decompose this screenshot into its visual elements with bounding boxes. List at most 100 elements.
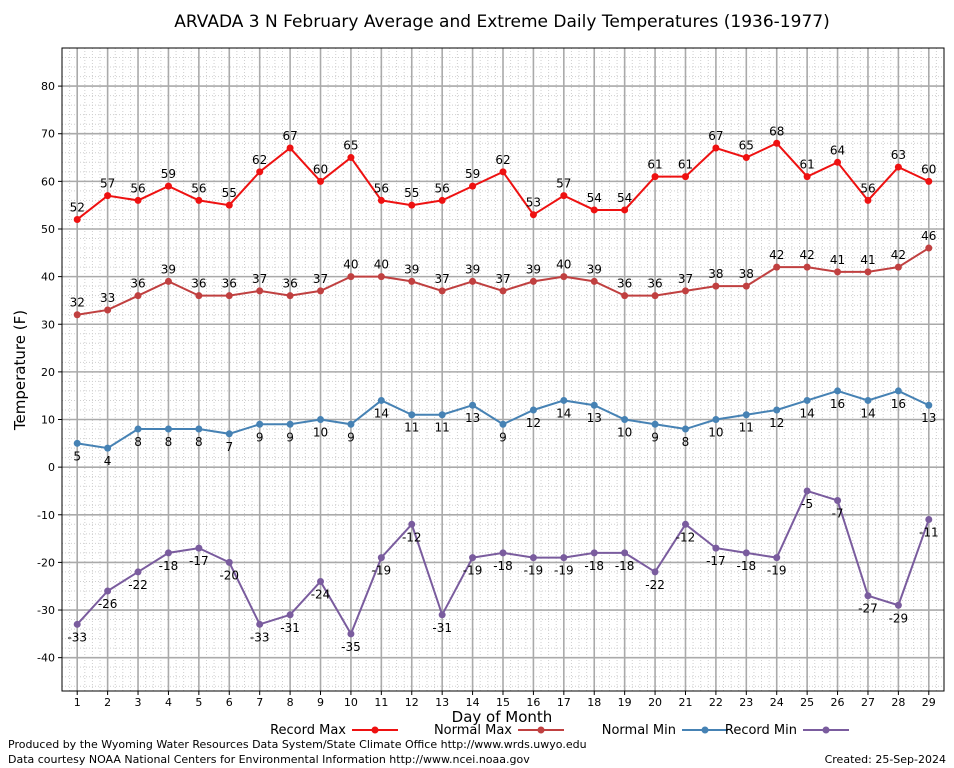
data-label: 9 (286, 430, 294, 444)
data-point (560, 554, 568, 562)
data-point (317, 416, 325, 424)
data-point (377, 273, 385, 281)
y-tick-label: 20 (41, 366, 55, 379)
data-label: 14 (556, 406, 571, 420)
x-tick-label: 27 (861, 696, 875, 709)
data-point (651, 568, 659, 576)
data-point (225, 201, 233, 209)
x-tick-label: 17 (557, 696, 571, 709)
data-point (834, 387, 842, 395)
data-point (104, 587, 112, 595)
x-tick-label: 7 (256, 696, 263, 709)
data-label: 9 (256, 430, 264, 444)
data-point (925, 401, 933, 409)
data-point (864, 268, 872, 276)
data-label: 61 (647, 158, 662, 172)
x-tick-label: 16 (526, 696, 540, 709)
x-tick-label: 18 (587, 696, 601, 709)
data-point (195, 425, 203, 433)
x-tick-label: 1 (74, 696, 81, 709)
chart-title: ARVADA 3 N February Average and Extreme … (174, 12, 829, 32)
data-label: -18 (584, 559, 604, 573)
data-point (681, 520, 689, 528)
data-point (894, 601, 902, 609)
data-point (499, 549, 507, 557)
data-point (560, 273, 568, 281)
data-label: -5 (801, 497, 813, 511)
footer-produced-by: Produced by the Wyoming Water Resources … (8, 738, 587, 751)
data-point (438, 411, 446, 419)
legend-marker (701, 726, 709, 734)
data-label: 57 (100, 177, 115, 191)
x-tick-label: 29 (922, 696, 936, 709)
data-label: 13 (465, 411, 480, 425)
data-label: 67 (282, 129, 297, 143)
data-point (894, 387, 902, 395)
data-label: 39 (161, 262, 176, 276)
legend-label: Normal Min (602, 723, 676, 738)
data-point (712, 416, 720, 424)
legend-item: Record Min (725, 723, 849, 738)
data-label: 39 (587, 262, 602, 276)
data-point (286, 144, 294, 152)
data-point (590, 206, 598, 214)
data-label: 8 (134, 435, 142, 449)
x-tick-label: 4 (165, 696, 172, 709)
data-label: 59 (161, 167, 176, 181)
data-point (225, 292, 233, 300)
data-point (681, 287, 689, 295)
data-label: 60 (313, 162, 328, 176)
data-point (773, 263, 781, 271)
data-label: 37 (252, 272, 267, 286)
data-point (164, 425, 172, 433)
data-label: 9 (651, 430, 659, 444)
data-point (925, 177, 933, 185)
x-tick-label: 22 (709, 696, 723, 709)
data-label: 56 (435, 181, 450, 195)
data-label: -35 (341, 640, 361, 654)
x-tick-label: 11 (374, 696, 388, 709)
data-point (894, 263, 902, 271)
data-label: 56 (374, 181, 389, 195)
data-point (925, 244, 933, 252)
data-label: 5 (73, 449, 81, 463)
data-point (104, 444, 112, 452)
data-point (104, 306, 112, 314)
data-label: -18 (159, 559, 179, 573)
data-point (773, 406, 781, 414)
data-point (681, 425, 689, 433)
data-label: -17 (706, 554, 726, 568)
data-label: 42 (799, 248, 814, 262)
data-label: -12 (676, 530, 696, 544)
data-point (925, 516, 933, 524)
x-tick-label: 6 (226, 696, 233, 709)
legend-label: Normal Max (434, 723, 512, 738)
data-label: 55 (404, 186, 419, 200)
data-point (134, 196, 142, 204)
data-label: -29 (889, 611, 909, 625)
x-tick-label: 14 (466, 696, 480, 709)
y-axis-label: Temperature (F) (11, 310, 29, 431)
data-point (529, 554, 537, 562)
legend-item: Record Max (270, 723, 398, 738)
data-point (286, 420, 294, 428)
data-label: 16 (891, 397, 906, 411)
data-point (803, 396, 811, 404)
data-label: 41 (830, 253, 845, 267)
x-tick-label: 10 (344, 696, 358, 709)
data-label: 56 (130, 181, 145, 195)
series-record-min: -33 -26 -22 -18 -17 -20 -33 -31 -24 -35 -19 -12 -31 -… (67, 487, 939, 654)
data-point (834, 158, 842, 166)
data-point (134, 292, 142, 300)
data-point (73, 311, 81, 319)
data-label: -20 (219, 568, 239, 582)
data-label: -19 (767, 564, 787, 578)
data-point (469, 554, 477, 562)
data-point (621, 549, 629, 557)
x-tick-label: 26 (831, 696, 845, 709)
data-point (651, 173, 659, 181)
data-label: -11 (919, 526, 939, 540)
y-tick-label: -40 (37, 652, 55, 665)
